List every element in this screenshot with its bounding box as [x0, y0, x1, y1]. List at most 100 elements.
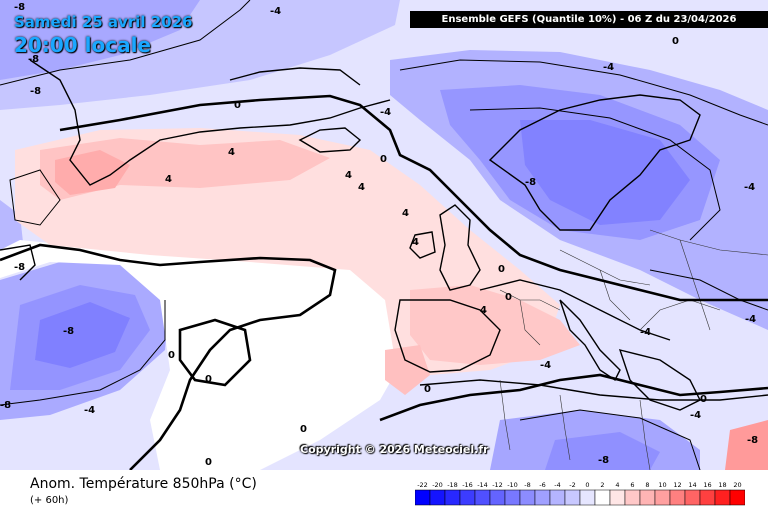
- copyright-notice: Copyright © 2026 Meteociel.fr: [300, 443, 489, 456]
- legend-swatch: [415, 489, 431, 506]
- forecast-time: 20:00 locale: [14, 33, 151, 57]
- legend-tick-label: -10: [507, 481, 518, 489]
- legend-tick-label: -18: [447, 481, 458, 489]
- legend-swatch: [609, 489, 626, 506]
- color-scale-legend: -22 -20 -18 -16 -14 -12 -10 -8 -6 -4 -2 0 2 4 6 8 10 12 14…: [415, 481, 745, 506]
- contour-label: 0: [380, 154, 387, 165]
- border-10: [639, 399, 651, 470]
- legend-tick-label: 0: [585, 481, 589, 489]
- legend-swatch: [669, 489, 686, 506]
- legend-swatch: [714, 489, 731, 506]
- contour-label: 0: [700, 394, 707, 405]
- atlantic-cold-core: [35, 302, 130, 368]
- contour-label: -8: [63, 326, 74, 337]
- contour-label: -8: [598, 455, 609, 466]
- contour-label: 0: [205, 374, 212, 385]
- contour-label: 4: [480, 305, 487, 316]
- legend-swatch: [504, 489, 521, 506]
- legend-tick-label: 14: [688, 481, 696, 489]
- border-5: [649, 229, 768, 256]
- legend-tick-label: -14: [477, 481, 488, 489]
- legend-swatch: [624, 489, 641, 506]
- legend-tick-label: 16: [703, 481, 711, 489]
- contour-south-2: [519, 409, 701, 470]
- legend-tick-label: -6: [539, 481, 545, 489]
- border-2: [519, 299, 541, 346]
- thin-contours: [0, 0, 768, 470]
- legend-swatch: [729, 489, 745, 506]
- contour-label: 0: [424, 384, 431, 395]
- legend-swatch: [519, 489, 536, 506]
- zero-contour-atlantic: [0, 243, 337, 470]
- legend-swatch: [579, 489, 596, 506]
- contour-atlantic-2: [0, 300, 166, 406]
- border-7: [639, 299, 721, 331]
- legend-tick-label: 18: [718, 481, 726, 489]
- legend-swatch: [639, 489, 656, 506]
- border-6: [679, 239, 711, 331]
- legend-swatch: [489, 489, 506, 506]
- contour-label: 4: [165, 174, 172, 185]
- border-9: [559, 394, 571, 461]
- contour-label: 4: [345, 170, 352, 181]
- legend-tick-label: -2: [569, 481, 575, 489]
- neutral-anomaly-areas: [0, 240, 420, 470]
- contour-label: -8: [0, 400, 11, 411]
- contour-arctic-1: [0, 0, 251, 86]
- legend-tick-label: 10: [658, 481, 666, 489]
- contour-label: -4: [84, 405, 95, 416]
- scandinavia-coast: [488, 94, 701, 231]
- legend-tick-label: 4: [615, 481, 619, 489]
- contour-label: 4: [228, 147, 235, 158]
- lead-time: (+ 60h): [30, 495, 69, 506]
- border-8: [499, 379, 511, 451]
- legend-swatch: [459, 489, 476, 506]
- zero-contour-loop: [178, 318, 252, 387]
- legend-tick-label: 12: [673, 481, 681, 489]
- contour-label: 4: [402, 208, 409, 219]
- east-warm-area: [725, 420, 768, 470]
- great-britain-coast: [439, 204, 481, 291]
- arctic-cold-core: [0, 0, 200, 80]
- contour-label: -8: [14, 262, 25, 273]
- contour-label: -4: [640, 327, 651, 338]
- neutral-band: [0, 240, 420, 470]
- contour-west: [9, 169, 61, 226]
- legend-swatch: [699, 489, 716, 506]
- legend-swatch: [594, 489, 611, 506]
- weather-map: -8 -4 -8 -8 0 -4 4 4 0 4 4 -4 0 -8 -4 -8…: [0, 0, 768, 470]
- legend-swatch: [444, 489, 461, 506]
- contour-label: 4: [412, 237, 419, 248]
- contour-label: -4: [270, 6, 281, 17]
- contour-label: 0: [672, 36, 679, 47]
- contour-north-1: [399, 59, 768, 126]
- contour-label: 4: [358, 182, 365, 193]
- coastlines: [0, 59, 768, 411]
- contour-label: -8: [747, 435, 758, 446]
- north-africa-coast: [419, 379, 768, 401]
- contour-label-layer: -8 -4 -8 -8 0 -4 4 4 0 4 4 -4 0 -8 -4 -8…: [0, 2, 758, 468]
- border-1: [499, 289, 561, 311]
- forecast-date: Samedi 25 avril 2026: [14, 13, 193, 31]
- arctic-coast: [229, 67, 361, 86]
- legend-tick-label: -12: [492, 481, 503, 489]
- legend-tick-label: 2: [600, 481, 604, 489]
- zero-contour-south: [379, 373, 768, 422]
- legend-tick-label: 6: [630, 481, 634, 489]
- greenland-warm-core: [55, 150, 130, 195]
- contour-scan-1: [469, 107, 721, 241]
- legend-tick-label: -4: [554, 481, 560, 489]
- field-title: Anom. Température 850hPa (°C): [30, 476, 257, 492]
- legend-tick-label: -22: [417, 481, 428, 489]
- southern-cold-core: [545, 432, 660, 470]
- contour-label: -4: [690, 410, 701, 421]
- contour-east-1: [649, 269, 768, 311]
- map-canvas: [0, 0, 768, 470]
- contour-label: 0: [300, 424, 307, 435]
- contour-label: 0: [168, 350, 175, 361]
- scandinavia-cold-core: [520, 120, 690, 225]
- legend-swatch: [534, 489, 551, 506]
- zero-contour: [0, 94, 768, 470]
- contour-label: -4: [603, 62, 614, 73]
- legend-swatch: [474, 489, 491, 506]
